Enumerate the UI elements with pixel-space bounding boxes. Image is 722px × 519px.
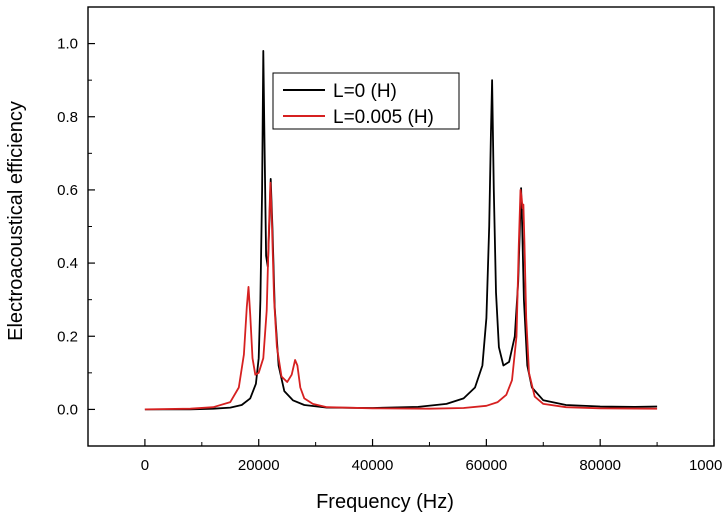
y-tick-label: 1.0 bbox=[57, 36, 78, 53]
series-line-1 bbox=[144, 50, 658, 411]
x-tick-label: 100000 bbox=[689, 457, 722, 474]
x-tick-label: 0 bbox=[141, 457, 149, 474]
y-tick-label: 0.6 bbox=[57, 182, 78, 199]
x-axis-label: Frequency (Hz) bbox=[316, 491, 454, 513]
series-layer bbox=[144, 50, 658, 411]
legend-box bbox=[272, 72, 460, 130]
legend-label-series-2: L=0.005 (H) bbox=[333, 107, 434, 128]
legend: L=0 (H) L=0.005 (H) bbox=[272, 72, 460, 130]
x-tick-label: 60000 bbox=[466, 457, 508, 474]
y-axis-label: Electroacoustical efficiency bbox=[5, 101, 27, 341]
y-tick-label: 0.4 bbox=[57, 255, 78, 272]
x-tick-label: 40000 bbox=[352, 457, 394, 474]
x-axis: 0 20000 40000 60000 80000 100000 bbox=[87, 439, 722, 474]
y-axis: 0.0 0.2 0.4 0.6 0.8 1.0 bbox=[57, 6, 95, 447]
legend-label-series-1: L=0 (H) bbox=[333, 81, 397, 102]
y-tick-label: 0.8 bbox=[57, 109, 78, 126]
y-tick-label: 0.2 bbox=[57, 328, 78, 345]
x-tick-label: 80000 bbox=[579, 457, 621, 474]
y-tick-label: 0.0 bbox=[57, 401, 78, 418]
x-tick-label: 20000 bbox=[238, 457, 280, 474]
series-line-2 bbox=[144, 181, 658, 411]
